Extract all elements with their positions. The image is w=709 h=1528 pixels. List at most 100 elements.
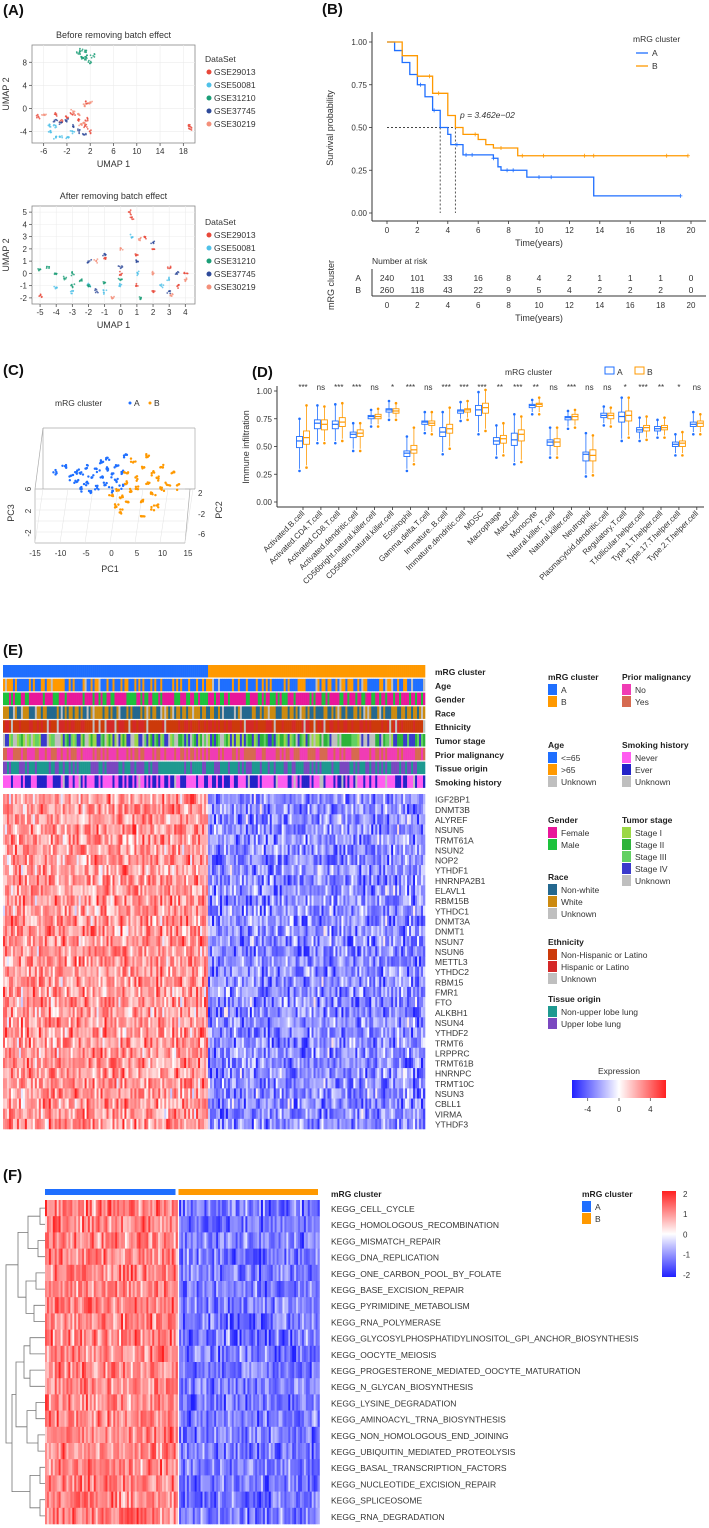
heatmap-cell [309,865,312,876]
heatmap-cell [215,814,219,825]
heatmap-cell [297,854,300,866]
annotation-cell [52,665,56,678]
annotation-cell [285,692,288,706]
heatmap-cell [357,814,360,825]
annotation-cell [42,665,46,678]
heatmap-cell [168,824,171,835]
heatmap-cell [367,854,370,866]
heatmap-cell [94,804,97,815]
heatmap-cell [243,865,247,876]
heatmap-cell [44,854,48,866]
heatmap-cell [40,804,44,815]
annotation-cell [34,720,38,733]
annotation-cell [148,706,151,719]
heatmap-cell [72,844,75,856]
heatmap-cell [204,824,207,835]
annotation-cell [421,678,424,692]
annotation-cell [116,665,119,678]
heatmap-cell [198,804,201,815]
heatmap-cell [295,854,298,866]
heatmap-cell [343,794,346,805]
heatmap-cell [146,865,149,876]
annotation-cell [208,761,211,775]
heatmap-cell [192,844,195,856]
data-point [95,486,99,490]
annotation-cell [38,665,42,678]
x-tick-label: 3 [167,308,172,317]
annotation-cell [313,665,316,678]
heatmap-cell [247,865,251,876]
annotation-cell [257,706,261,719]
annotation-cell [347,706,350,719]
annotation-cell [299,692,302,706]
heatmap-cell [22,854,26,866]
annotation-cell [313,706,316,719]
heatmap-cell [299,814,302,825]
annotation-cell [259,678,263,692]
annotation-cell [403,665,406,678]
annotation-cell [208,692,211,706]
annotation-cell [208,747,211,761]
heatmap-cell [335,844,338,856]
heatmap-cell [120,794,123,805]
heatmap-cell [221,834,225,846]
x-tick-label: 2 [151,308,156,317]
annotation-cell [44,665,48,678]
annotation-cell [94,678,97,692]
annotation-cell [186,665,189,678]
data-point [78,129,81,132]
annotation-cell [178,761,181,775]
heatmap-cell [16,834,20,846]
data-point [131,218,134,221]
annotation-cell [44,747,48,761]
annotation-cell [241,692,245,706]
annotation-cell [180,734,183,747]
heatmap-cell [303,814,306,825]
heatmap-cell [150,834,153,846]
heatmap-cell [257,834,261,846]
heatmap-cell [215,854,219,866]
heatmap-cell [68,854,71,866]
heatmap-cell [70,804,73,815]
annotation-cell [38,678,42,692]
annotation-cell [311,734,314,747]
heatmap-cell [134,824,137,835]
heatmap-cell [299,794,302,805]
annotation-cell [150,706,153,719]
gene-label: TRMT61A [435,835,474,845]
annotation-cell [50,678,54,692]
data-point [84,484,88,487]
heatmap-cell [42,834,46,846]
heatmap-cell [8,854,12,866]
heatmap-cell [180,854,183,866]
heatmap-cell [68,804,71,815]
heatmap-cell [52,844,56,856]
legend-label: GSE29013 [214,67,256,77]
heatmap-cell [208,865,211,876]
heatmap-cell [90,844,93,856]
plot-title: Before removing batch effect [56,30,171,40]
heatmap-cell [106,794,109,805]
heatmap-cell [50,824,54,835]
annotation-cell [369,747,372,761]
heatmap-cell [339,794,342,805]
annotation-cell [64,747,67,761]
heatmap-cell [118,865,121,876]
annotation-cell [62,747,66,761]
heatmap-cell [38,824,42,835]
data-point [168,276,170,279]
heatmap-cell [126,834,129,846]
heatmap-cell [215,865,219,876]
heatmap-cell [142,804,145,815]
heatmap-cell [98,844,101,856]
heatmap-cell [82,865,85,876]
annotation-cell [225,761,229,775]
heatmap-cell [231,814,235,825]
heatmap-cell [391,814,394,825]
heatmap-cell [90,854,93,866]
heatmap-cell [413,834,416,846]
annotation-cell [26,720,30,733]
heatmap-cell [112,854,115,866]
heatmap-cell [100,865,103,876]
annotation-cell [164,706,167,719]
